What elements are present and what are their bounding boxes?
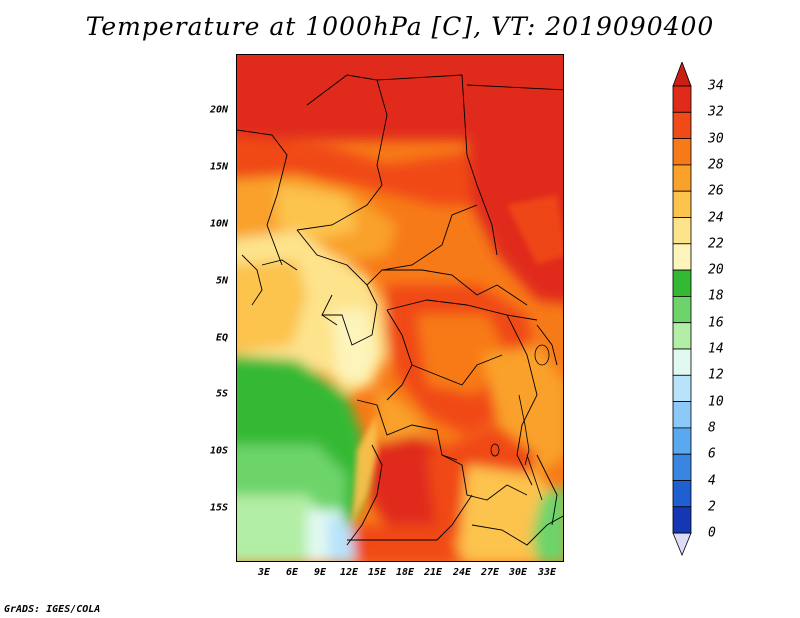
colorbar-tick-label: 30 bbox=[708, 131, 724, 147]
colorbar-tick-label: 28 bbox=[708, 157, 724, 173]
lat-label-15n: 15N bbox=[209, 161, 228, 173]
colorbar-box bbox=[672, 85, 692, 113]
colorbar-box bbox=[672, 374, 692, 402]
colorbar-box bbox=[672, 269, 692, 297]
lat-label-5s: 5S bbox=[215, 388, 228, 400]
map-title: Temperature at 1000hPa [C], VT: 20190904… bbox=[85, 12, 715, 41]
colorbar-tick-label: 22 bbox=[708, 236, 724, 252]
colorbar-tick-label: 16 bbox=[708, 315, 724, 331]
colorbar-box bbox=[672, 164, 692, 192]
lon-label-21e: 21E bbox=[423, 567, 443, 578]
colorbar-box bbox=[672, 427, 692, 455]
colorbar-box bbox=[672, 401, 692, 429]
colorbar-tick-label: 0 bbox=[708, 525, 716, 541]
lake-outlines bbox=[490, 344, 550, 501]
colorbar-tick-label: 18 bbox=[708, 288, 724, 304]
lon-label-6e: 6E bbox=[285, 567, 299, 578]
colorbar-tick-label: 20 bbox=[708, 262, 724, 278]
colorbar-box bbox=[672, 322, 692, 350]
colorbar-box bbox=[672, 348, 692, 376]
colorbar-tick-label: 8 bbox=[708, 420, 716, 436]
lon-label-33e: 33E bbox=[537, 567, 557, 578]
lon-label-9e: 9E bbox=[313, 567, 327, 578]
lon-label-12e: 12E bbox=[339, 567, 359, 578]
colorbar-box bbox=[672, 453, 692, 481]
colorbar bbox=[672, 62, 692, 557]
lon-label-24e: 24E bbox=[452, 567, 472, 578]
temperature-map bbox=[236, 54, 564, 562]
colorbar-box bbox=[672, 217, 692, 245]
country-borders bbox=[237, 74, 563, 546]
colorbar-tick-label: 4 bbox=[708, 473, 716, 488]
temperature-field bbox=[237, 55, 563, 561]
colorbar-box bbox=[672, 190, 692, 218]
colorbar-box bbox=[672, 506, 692, 534]
colorbar-box bbox=[672, 243, 692, 271]
lat-label-15s: 15S bbox=[209, 502, 228, 514]
colorbar-box bbox=[672, 480, 692, 508]
colorbar-box bbox=[672, 138, 692, 166]
lat-label-eq: EQ bbox=[215, 332, 228, 344]
lon-label-30e: 30E bbox=[508, 567, 528, 578]
lon-label-18e: 18E bbox=[395, 567, 415, 578]
grads-credit: GrADS: IGES/COLA bbox=[4, 604, 101, 615]
colorbar-tick-label: 26 bbox=[708, 183, 724, 199]
lon-label-15e: 15E bbox=[367, 567, 387, 578]
colorbar-tick-label: 10 bbox=[708, 394, 724, 410]
lat-label-10s: 10S bbox=[209, 445, 228, 457]
colorbar-tick-label: 6 bbox=[708, 446, 716, 462]
colorbar-box bbox=[672, 111, 692, 139]
colorbar-tick-label: 32 bbox=[708, 104, 724, 120]
lon-label-27e: 27E bbox=[480, 567, 500, 578]
colorbar-max-triangle bbox=[672, 62, 692, 87]
lat-label-5n: 5N bbox=[215, 275, 228, 287]
lat-label-20n: 20N bbox=[209, 104, 228, 116]
lat-label-10n: 10N bbox=[209, 218, 228, 230]
colorbar-box bbox=[672, 295, 692, 324]
colorbar-tick-label: 2 bbox=[708, 499, 716, 515]
colorbar-tick-label: 14 bbox=[708, 341, 724, 357]
colorbar-tick-label: 24 bbox=[708, 210, 724, 225]
colorbar-tick-label: 12 bbox=[708, 367, 724, 383]
lon-label-3e: 3E bbox=[257, 567, 271, 578]
colorbar-tick-label: 34 bbox=[708, 78, 724, 94]
colorbar-boxes bbox=[672, 62, 692, 557]
colorbar-min-triangle bbox=[672, 532, 692, 557]
